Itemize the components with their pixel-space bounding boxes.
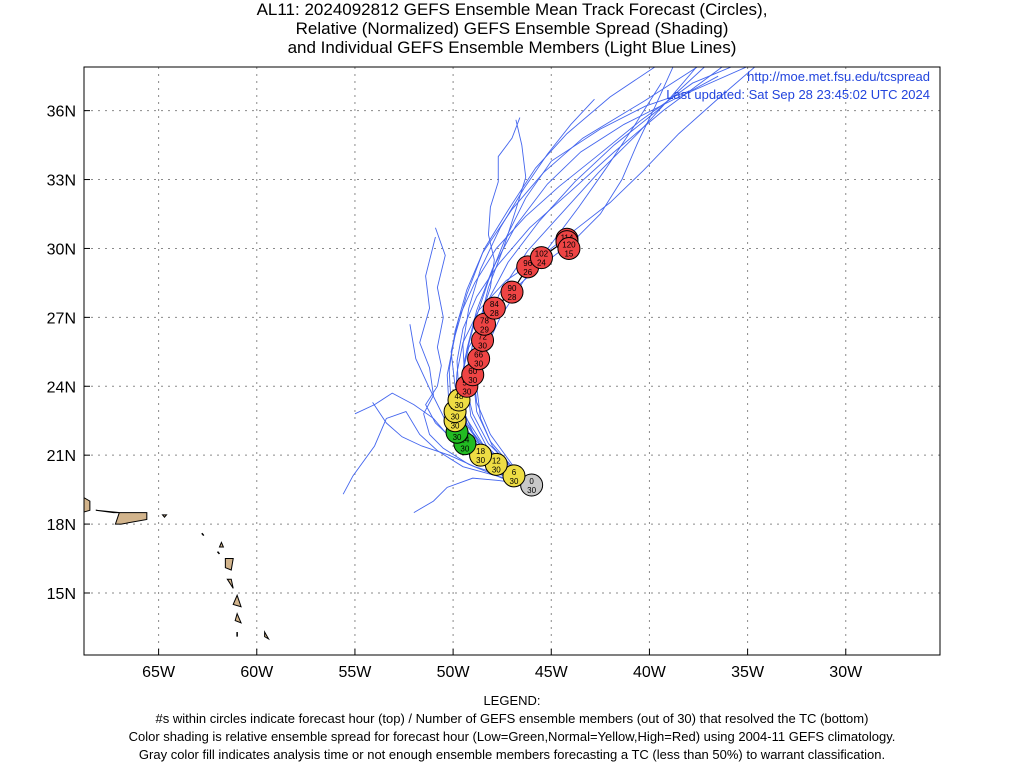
forecast-hour-label: 12 xyxy=(492,456,501,465)
lon-tick-label: 55W xyxy=(338,664,372,681)
land-polygon xyxy=(95,509,148,525)
forecast-hour-label: 90 xyxy=(508,284,517,293)
land-fragment xyxy=(201,532,205,537)
forecast-hour-label: 60 xyxy=(468,367,477,376)
member-count-label: 30 xyxy=(453,433,462,442)
land-polygon xyxy=(224,558,234,571)
land-polygon xyxy=(232,593,242,608)
member-count-label: 30 xyxy=(476,456,485,465)
member-count-label: 30 xyxy=(527,486,536,495)
mean-track-circles: 0306301230183024303030363042304830543060… xyxy=(443,227,581,497)
member-count-label: 24 xyxy=(537,259,546,268)
land-polygon xyxy=(84,497,91,513)
plot-frame xyxy=(83,66,941,656)
member-count-label: 15 xyxy=(564,249,573,258)
track-circle xyxy=(529,246,553,270)
land-polygon xyxy=(161,514,168,518)
member-count-label: 30 xyxy=(451,422,460,431)
land-polygon xyxy=(226,578,234,589)
land-polygon xyxy=(234,612,242,624)
forecast-hour-label: 18 xyxy=(476,447,485,456)
lat-tick-label: 36N xyxy=(47,104,76,121)
forecast-hour-label: 120 xyxy=(562,240,576,249)
title-line-2: Relative (Normalized) GEFS Ensemble Spre… xyxy=(295,19,729,38)
track-circle xyxy=(500,280,524,304)
member-count-label: 29 xyxy=(480,325,489,334)
land-polygon xyxy=(264,630,270,641)
lat-tick-label: 18N xyxy=(47,517,76,534)
chart-title: AL11: 2024092812 GEFS Ensemble Mean Trac… xyxy=(0,0,1024,57)
lon-tick-label: 30W xyxy=(829,664,863,681)
lon-tick-label: 60W xyxy=(240,664,274,681)
member-count-label: 30 xyxy=(462,387,471,396)
legend-line-1: #s within circles indicate forecast hour… xyxy=(155,711,869,726)
member-count-label: 26 xyxy=(523,268,532,277)
member-count-label: 30 xyxy=(460,445,469,454)
track-circle xyxy=(469,443,493,467)
forecast-hour-label: 6 xyxy=(512,468,517,477)
member-count-label: 28 xyxy=(508,293,517,302)
lon-tick-label: 65W xyxy=(142,664,176,681)
axis-ticks: 65W 60W 55W 50W 45W 40W 35W 30W 15N 18N 21N 24N 27N 3… xyxy=(47,104,863,681)
legend-line-3: Gray color fill indicates analysis time … xyxy=(138,747,886,762)
land-polygon xyxy=(218,541,225,548)
member-count-label: 30 xyxy=(478,341,487,350)
member-count-label: 30 xyxy=(455,401,464,410)
lon-tick-label: 50W xyxy=(437,664,471,681)
member-count-label: 30 xyxy=(510,477,519,486)
legend-heading: LEGEND: xyxy=(483,693,541,708)
land-fragment xyxy=(216,551,221,555)
lat-tick-label: 30N xyxy=(47,241,76,258)
member-track xyxy=(450,67,733,486)
title-line-1: AL11: 2024092812 GEFS Ensemble Mean Trac… xyxy=(256,0,768,19)
member-count-label: 30 xyxy=(451,413,460,422)
lat-tick-label: 33N xyxy=(47,173,76,190)
track-point: 630 xyxy=(502,464,526,488)
forecast-hour-label: 72 xyxy=(478,332,487,341)
last-updated: Last updated: Sat Sep 28 23:45:02 UTC 20… xyxy=(666,87,930,102)
legend-line-2: Color shading is relative ensemble sprea… xyxy=(128,729,896,744)
track-circle xyxy=(557,236,581,260)
forecast-hour-label: 48 xyxy=(455,392,464,401)
forecast-hour-label: 66 xyxy=(474,351,483,360)
member-count-label: 30 xyxy=(474,360,483,369)
title-line-3: and Individual GEFS Ensemble Members (Li… xyxy=(287,38,737,57)
land-layer xyxy=(84,497,270,641)
forecast-hour-label: 102 xyxy=(535,250,549,259)
member-count-label: 30 xyxy=(468,376,477,385)
lat-tick-label: 27N xyxy=(47,310,76,327)
forecast-hour-label: 96 xyxy=(523,259,532,268)
forecast-hour-label: 0 xyxy=(529,477,534,486)
source-url: http://moe.met.fsu.edu/tcspread xyxy=(747,69,930,84)
member-track xyxy=(462,98,595,486)
legend: LEGEND: #s within circles indicate forec… xyxy=(0,692,1024,764)
member-count-label: 28 xyxy=(490,309,499,318)
lat-tick-label: 21N xyxy=(47,448,76,465)
track-circle xyxy=(482,296,506,320)
forecast-hour-label: 84 xyxy=(490,300,499,309)
lon-tick-label: 45W xyxy=(535,664,569,681)
plot-background xyxy=(84,67,940,655)
lon-tick-label: 35W xyxy=(731,664,765,681)
member-count-label: 30 xyxy=(492,465,501,474)
member-track xyxy=(342,410,532,495)
track-circle xyxy=(502,464,526,488)
lon-tick-label: 40W xyxy=(633,664,667,681)
forecast-hour-label: 78 xyxy=(480,316,489,325)
lat-tick-label: 24N xyxy=(47,379,76,396)
track-point: 030 xyxy=(520,473,544,497)
lat-tick-label: 15N xyxy=(47,586,76,603)
